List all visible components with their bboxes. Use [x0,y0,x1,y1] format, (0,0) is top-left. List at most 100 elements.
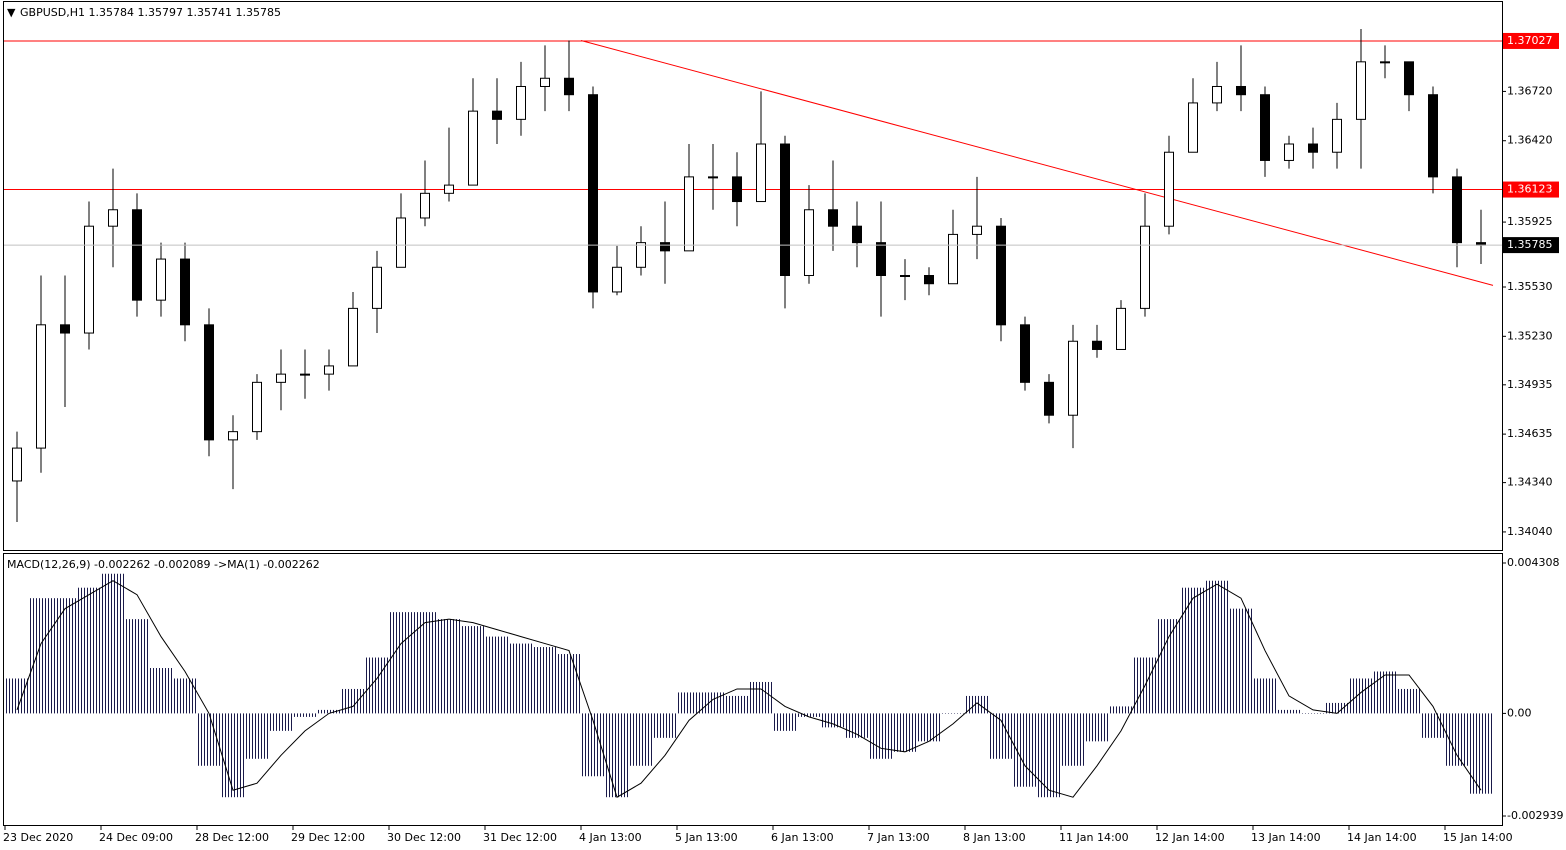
y-tick-label: 0.004308 [1507,556,1560,569]
macd-bar [1422,713,1445,738]
macd-bar [1302,713,1325,714]
candle-body [1164,151,1174,227]
y-tick-label: 1.35925 [1507,215,1553,228]
macd-bar [1374,671,1397,714]
x-tick-label: 29 Dec 12:00 [291,831,365,844]
candle-body [588,94,598,293]
candle-body [900,275,910,278]
candle-body [12,447,22,482]
y-tick-label: 1.35530 [1507,280,1553,293]
y-tick-label: 1.34340 [1507,476,1553,489]
y-tick-label: 1.35230 [1507,329,1553,342]
macd-bar [318,709,341,714]
macd-bar [798,713,821,717]
candle-body [1044,381,1054,416]
candle-body [996,225,1006,326]
candle-body [756,143,766,203]
candle-body [516,85,526,120]
macd-bar [222,713,245,798]
candle-body [180,258,190,326]
macd-bar [1278,709,1301,714]
macd-bar [174,678,197,714]
x-tick-label: 31 Dec 12:00 [483,831,557,844]
macd-bar [78,587,101,714]
macd-signal-value: -0.002089 [154,558,210,571]
header-low: 1.35741 [186,6,232,19]
candle-body [204,324,214,441]
macd-bar [486,636,509,714]
candle-body [396,217,406,268]
y-tick-label: 1.36420 [1507,134,1553,147]
macd-bar [1158,619,1181,714]
macd-bar [1254,678,1277,714]
x-tick-label: 6 Jan 13:00 [771,831,834,844]
macd-bar [246,713,269,759]
candle-body [828,209,838,227]
macd-bar [558,654,581,714]
candle-body [684,176,694,252]
candle-body [780,143,790,277]
macd-bar [54,598,77,714]
macd-bar [1398,688,1421,714]
x-tick-label: 13 Jan 14:00 [1251,831,1321,844]
macd-bar [1206,580,1229,714]
level-label-box [1503,181,1559,198]
candle-body [1356,61,1366,120]
macd-bar [606,713,629,798]
candle-body [252,381,262,433]
macd-bar [1182,587,1205,714]
macd-bar [6,678,29,714]
candle-body [660,242,670,252]
y-tick-label: 0.00 [1507,706,1532,719]
candle-body [492,110,502,120]
candle-body [372,266,382,309]
candle-body [276,373,286,383]
macd-bar [582,713,605,777]
x-tick-label: 12 Jan 14:00 [1155,831,1225,844]
candle-body [732,176,742,203]
macd-bar [198,713,221,766]
last-price-box [1503,237,1559,254]
macd-bar [678,692,701,714]
macd-bar [654,713,677,738]
macd-bar [966,695,989,714]
candle-body [852,225,862,244]
x-tick-label: 23 Dec 2020 [3,831,73,844]
candle-body [1428,94,1438,178]
macd-bar [726,695,749,714]
candle-body [84,225,94,334]
candle-body [1260,94,1270,161]
candle-body [804,209,814,277]
macd-header: MACD(12,26,9) -0.002262 -0.002089 ->MA(1… [7,558,320,571]
macd-bar [894,713,917,752]
x-tick-label: 8 Jan 13:00 [963,831,1026,844]
candle-body [228,431,238,441]
candle-body [1212,85,1222,104]
candle-body [636,242,646,268]
macd-bar [462,626,485,714]
plot-layer: 1.36720 1.36420 1.35925 1.35530 1.35230 1.349… [3,28,1563,844]
macd-bar [342,688,365,714]
x-tick-label: 4 Jan 13:00 [579,831,642,844]
macd-bar [534,647,557,714]
y-tick-label: 1.34635 [1507,427,1553,440]
candle-body [1068,340,1078,416]
macd-bar [630,713,653,766]
candle-body [1140,225,1150,309]
macd-bar [1062,713,1085,766]
candle-body [1188,102,1198,153]
macd-bar [102,573,125,714]
candle-body [708,176,718,179]
y-tick-label: 1.34040 [1507,525,1553,538]
x-tick-label: 24 Dec 09:00 [99,831,173,844]
candle-body [36,324,46,449]
x-tick-label: 30 Dec 12:00 [387,831,461,844]
candle-body [540,77,550,87]
level-label-box [1503,32,1559,49]
x-tick-label: 11 Jan 14:00 [1059,831,1129,844]
candle-body [972,225,982,235]
macd-value: -0.002262 [94,558,150,571]
macd-bar [774,713,797,731]
macd-bar [270,713,293,731]
